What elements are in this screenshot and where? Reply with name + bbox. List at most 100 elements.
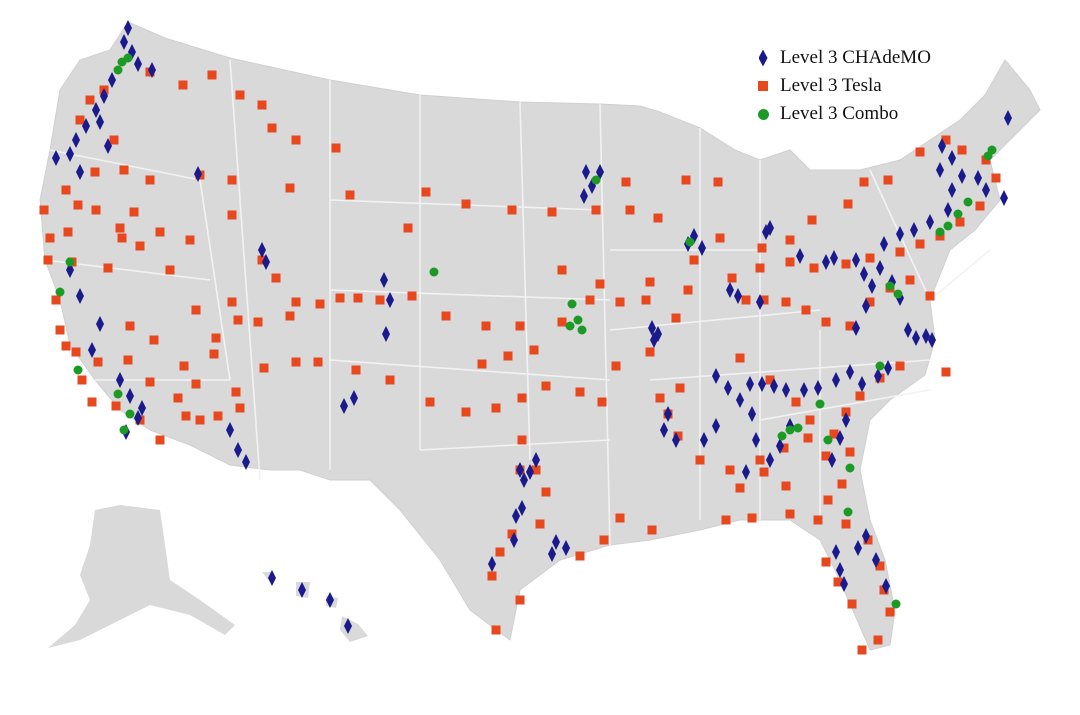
chademo-station-marker <box>828 452 836 468</box>
tesla-station-marker <box>785 235 795 245</box>
tesla-station-marker <box>557 317 567 327</box>
combo-station-marker <box>113 389 123 399</box>
tesla-station-marker <box>599 535 609 545</box>
chademo-station-marker <box>938 138 946 154</box>
chademo-station-marker <box>340 398 348 414</box>
chademo-station-marker <box>742 464 750 480</box>
chademo-station-marker <box>510 532 518 548</box>
chademo-station-marker <box>928 332 936 348</box>
tesla-station-marker <box>259 363 269 373</box>
chademo-station-marker <box>516 462 524 478</box>
tesla-station-marker <box>51 295 61 305</box>
chademo-station-marker <box>836 562 844 578</box>
legend-label: Level 3 Combo <box>780 103 899 124</box>
tesla-station-marker <box>61 185 71 195</box>
chademo-station-marker <box>672 432 680 448</box>
combo-station-marker <box>987 145 997 155</box>
chademo-station-marker <box>664 406 672 422</box>
chademo-station-marker <box>258 242 266 258</box>
tesla-station-marker <box>735 483 745 493</box>
tesla-station-marker <box>191 379 201 389</box>
tesla-station-marker <box>191 305 201 315</box>
tesla-station-marker <box>115 223 125 233</box>
tesla-station-marker <box>557 265 567 275</box>
tesla-station-marker <box>291 357 301 367</box>
chademo-station-marker <box>712 418 720 434</box>
chademo-station-marker <box>862 528 870 544</box>
tesla-station-marker <box>541 487 551 497</box>
tesla-station-marker <box>847 599 857 609</box>
chademo-station-marker <box>650 332 658 348</box>
chademo-station-marker <box>840 576 848 592</box>
chademo-station-marker <box>660 422 668 438</box>
chademo-station-marker <box>874 368 882 384</box>
tesla-station-marker <box>271 273 281 283</box>
tesla-station-marker <box>621 177 631 187</box>
tesla-station-marker <box>895 361 905 371</box>
tesla-station-marker <box>801 305 811 315</box>
tesla-station-marker <box>781 481 791 491</box>
tesla-station-marker <box>45 233 55 243</box>
tesla-station-marker <box>507 529 517 539</box>
tesla-station-marker <box>487 571 497 581</box>
chademo-station-marker <box>268 570 276 586</box>
tesla-station-marker <box>883 175 893 185</box>
tesla-station-marker <box>155 227 165 237</box>
tesla-station-marker <box>873 635 883 645</box>
tesla-station-marker <box>207 70 217 80</box>
tesla-station-marker <box>425 397 435 407</box>
chademo-station-marker <box>562 540 570 556</box>
tesla-station-marker <box>941 367 951 377</box>
tesla-station-marker <box>841 259 851 269</box>
tesla-station-marker <box>155 435 165 445</box>
chademo-station-marker <box>756 294 764 310</box>
tesla-station-marker <box>833 577 843 587</box>
chademo-station-marker <box>96 114 104 130</box>
tesla-station-marker <box>291 297 301 307</box>
chademo-station-marker <box>120 34 128 50</box>
land-layer <box>39 21 1041 651</box>
tesla-station-marker <box>291 135 301 145</box>
combo-station-marker <box>777 431 787 441</box>
tesla-station-marker <box>385 375 395 385</box>
circle-marker-icon <box>757 108 769 120</box>
tesla-station-marker <box>123 355 133 365</box>
chademo-station-marker <box>134 410 142 426</box>
tesla-station-marker <box>90 167 100 177</box>
chademo-station-marker <box>148 62 156 78</box>
chademo-station-marker <box>488 556 496 572</box>
chademo-station-marker <box>766 220 774 236</box>
tesla-station-marker <box>495 547 505 557</box>
tesla-station-marker <box>837 479 847 489</box>
tesla-station-marker <box>61 341 71 351</box>
chademo-station-marker <box>862 298 870 314</box>
tesla-station-marker <box>145 377 155 387</box>
tesla-station-marker <box>145 175 155 185</box>
tesla-station-marker <box>695 455 705 465</box>
chademo-station-marker <box>782 382 790 398</box>
tesla-station-marker <box>915 239 925 249</box>
tesla-station-marker <box>375 295 385 305</box>
tesla-station-marker <box>517 435 527 445</box>
chademo-station-marker <box>100 88 108 104</box>
tesla-station-marker <box>507 205 517 215</box>
chademo-station-marker <box>104 138 112 154</box>
tesla-station-marker <box>689 255 699 265</box>
chademo-station-marker <box>76 288 84 304</box>
tesla-station-marker <box>735 353 745 363</box>
tesla-station-marker <box>541 381 551 391</box>
chademo-station-marker <box>72 132 80 148</box>
tesla-station-marker <box>779 443 789 453</box>
tesla-station-marker <box>855 391 865 401</box>
tesla-station-marker <box>615 297 625 307</box>
chademo-stations <box>52 20 1012 634</box>
chademo-station-marker <box>770 378 778 394</box>
tesla-station-marker <box>585 295 595 305</box>
tesla-station-marker <box>791 397 801 407</box>
tesla-station-marker <box>813 515 823 525</box>
tesla-station-marker <box>597 397 607 407</box>
tesla-station-marker <box>905 275 915 285</box>
chademo-station-marker <box>926 214 934 230</box>
tesla-station-marker <box>178 80 188 90</box>
chademo-station-marker <box>298 582 306 598</box>
